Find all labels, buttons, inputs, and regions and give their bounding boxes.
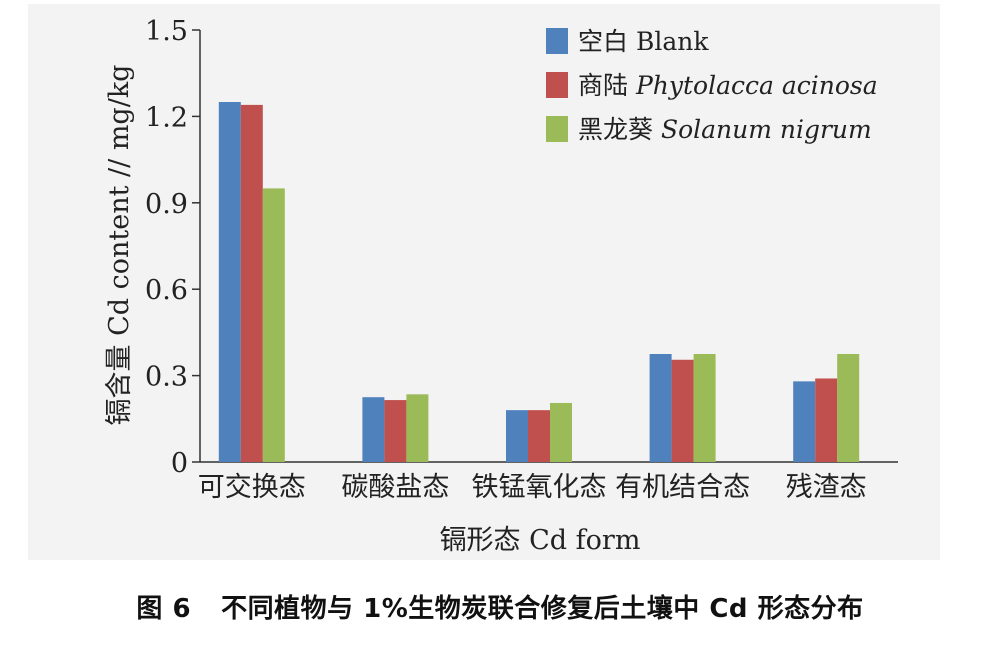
y-tick-label: 1.2: [145, 102, 188, 133]
y-tick-label: 1.5: [145, 16, 188, 47]
y-tick-label: 0.9: [145, 189, 188, 220]
bar-3-5: [837, 354, 860, 462]
bar-3-3: [550, 402, 572, 462]
legend-swatch: [546, 116, 568, 142]
y-tick-label: 0.3: [145, 362, 188, 393]
x-tick-label: 有机结合态: [615, 472, 750, 503]
bar-1-4: [649, 354, 672, 462]
x-tick-label: 残渣态: [786, 472, 867, 503]
bar-1-2: [362, 397, 385, 462]
bar-3-2: [406, 394, 429, 462]
legend-label: 黑龙葵 Solanum nigrum: [578, 115, 872, 144]
plot-panel: [28, 4, 940, 560]
caption-label: 图 6: [136, 594, 192, 624]
x-tick-label: 可交换态: [198, 472, 306, 503]
bar-2-3: [528, 410, 550, 462]
y-tick-label: 0: [171, 448, 188, 479]
y-tick-labels: 0 0.3 0.6 0.9 1.2 1.5: [145, 16, 188, 479]
legend-label: 空白 Blank: [578, 27, 709, 56]
legend-label: 商陆 Phytolacca acinosa: [578, 71, 878, 100]
bar-3-4: [693, 354, 716, 462]
x-axis-label: 镉形态 Cd form: [440, 525, 641, 556]
legend: 空白 Blank 商陆 Phytolacca acinosa 黑龙葵 Solanum…: [546, 27, 878, 144]
bar-2-1: [240, 104, 263, 462]
bar-2-4: [671, 359, 694, 462]
bar-1-1: [218, 102, 241, 462]
legend-swatch: [546, 72, 568, 98]
bar-2-2: [384, 400, 407, 462]
bar-3-1: [262, 188, 285, 462]
x-tick-label: 铁锰氧化态: [472, 472, 607, 503]
figure-caption: 图 6 不同植物与 1%生物炭联合修复后土壤中 Cd 形态分布: [0, 588, 1000, 625]
legend-swatch: [546, 28, 568, 54]
bar-2-5: [815, 378, 838, 462]
y-axis-label: 镉含量 Cd content // mg/kg: [104, 65, 135, 426]
bars: [218, 102, 860, 462]
y-tick-label: 0.6: [145, 275, 188, 306]
caption-text: 不同植物与 1%生物炭联合修复后土壤中 Cd 形态分布: [221, 594, 864, 624]
x-tick-label: 碳酸盐态: [341, 472, 449, 503]
bar-1-5: [793, 381, 816, 462]
bar-1-3: [506, 410, 528, 462]
x-tick-labels: 可交换态 碳酸盐态 铁锰氧化态 有机结合态 残渣态: [198, 472, 867, 503]
